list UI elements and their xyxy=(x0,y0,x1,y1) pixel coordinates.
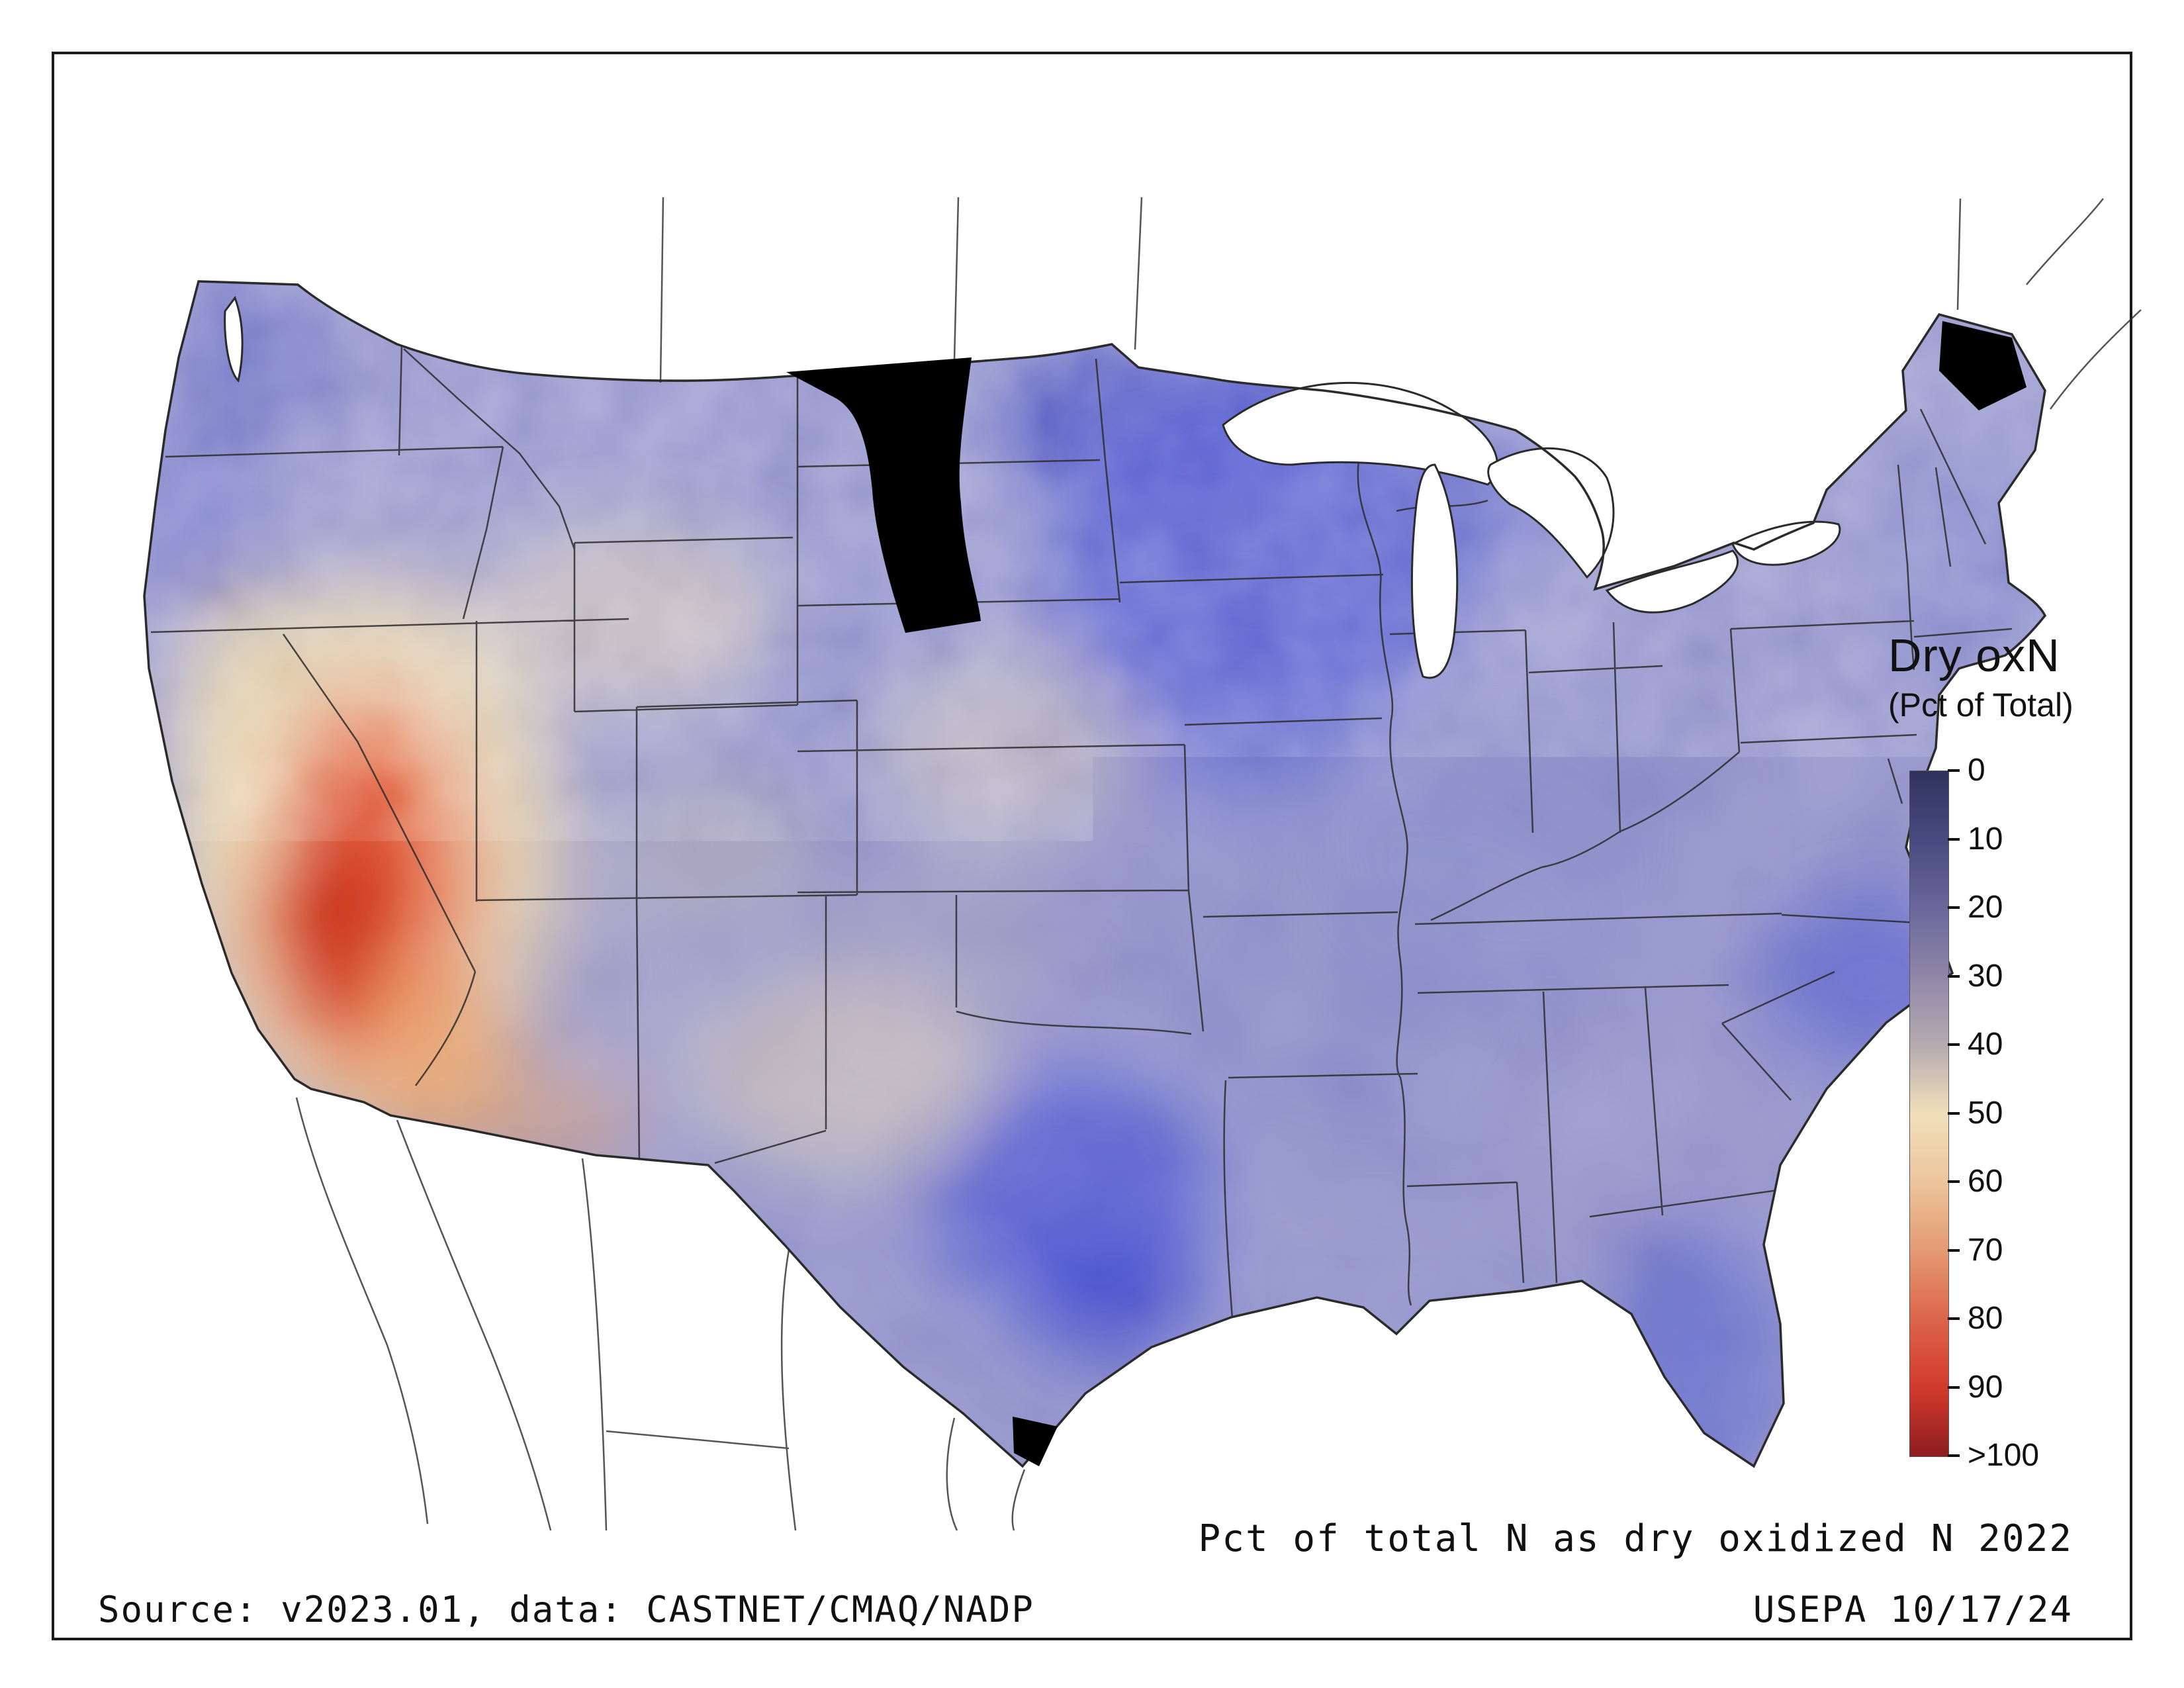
colorbar-tick: 70 xyxy=(1948,1235,2003,1266)
agency-date: USEPA 10/17/24 xyxy=(1753,1589,2073,1630)
tick-mark xyxy=(1948,1454,1960,1457)
colorbar-tick: 30 xyxy=(1948,961,2003,992)
tick-mark xyxy=(1948,906,1960,909)
tick-mark xyxy=(1948,838,1960,841)
legend: Dry oxN (Pct of Total) 0 10 20 30 40 50 … xyxy=(1883,629,2167,1456)
tick-label: 30 xyxy=(1968,961,2003,992)
raster-grain xyxy=(0,0,2184,1688)
tick-mark xyxy=(1948,1043,1960,1046)
tick-mark xyxy=(1948,769,1960,772)
tick-mark xyxy=(1948,1317,1960,1320)
source-note: Source: v2023.01, data: CASTNET/CMAQ/NAD… xyxy=(98,1589,1034,1630)
tick-label: 90 xyxy=(1968,1372,2003,1403)
tick-label: 40 xyxy=(1968,1029,2003,1060)
tick-mark xyxy=(1948,1386,1960,1389)
legend-title: Dry oxN xyxy=(1888,629,2167,682)
colorbar-tick: 20 xyxy=(1948,892,2003,923)
legend-subtitle: (Pct of Total) xyxy=(1888,686,2167,724)
tick-label: 60 xyxy=(1968,1166,2003,1197)
raster-field xyxy=(0,0,2184,1688)
colorbar-wrap: 0 10 20 30 40 50 60 70 80 90 >100 xyxy=(1909,771,1948,1456)
colorbar-tick: 50 xyxy=(1948,1098,2003,1129)
tick-label: 70 xyxy=(1968,1235,2003,1266)
tick-mark xyxy=(1948,1112,1960,1115)
colorbar-tick: 60 xyxy=(1948,1166,2003,1197)
page: Dry oxN (Pct of Total) 0 10 20 30 40 50 … xyxy=(0,0,2184,1688)
colorbar-tick: >100 xyxy=(1948,1440,2039,1472)
tick-label: 0 xyxy=(1968,755,1985,786)
us-map xyxy=(0,0,2184,1688)
tick-label: 80 xyxy=(1968,1303,2003,1335)
colorbar-tick: 0 xyxy=(1948,755,1985,786)
colorbar xyxy=(1909,771,1949,1457)
colorbar-tick: 10 xyxy=(1948,823,2003,855)
tick-label: 50 xyxy=(1968,1098,2003,1129)
map-caption: Pct of total N as dry oxidized N 2022 xyxy=(1199,1517,2073,1560)
tick-label: >100 xyxy=(1968,1440,2039,1472)
colorbar-tick: 80 xyxy=(1948,1303,2003,1335)
tick-mark xyxy=(1948,1249,1960,1252)
colorbar-tick: 40 xyxy=(1948,1029,2003,1060)
colorbar-ticks: 0 10 20 30 40 50 60 70 80 90 >100 xyxy=(1948,771,2093,1456)
tick-mark xyxy=(1948,1180,1960,1183)
colorbar-tick: 90 xyxy=(1948,1372,2003,1403)
tick-mark xyxy=(1948,975,1960,978)
tick-label: 10 xyxy=(1968,823,2003,855)
tick-label: 20 xyxy=(1968,892,2003,923)
